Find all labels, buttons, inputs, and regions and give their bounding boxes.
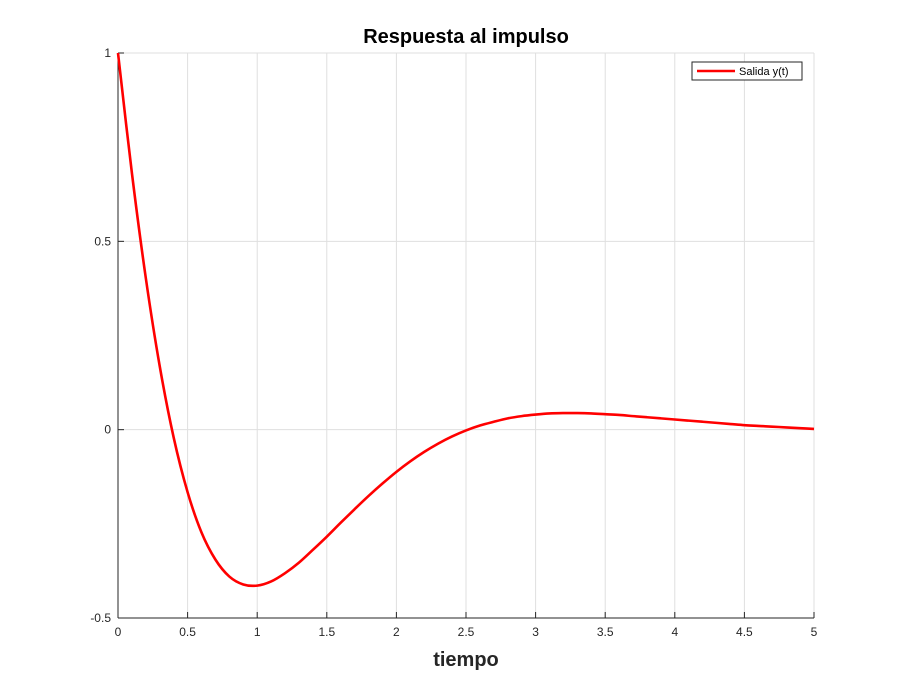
legend-box <box>691 61 803 81</box>
series-line <box>116 52 815 588</box>
x-tick-label: 1.5 <box>318 625 335 639</box>
x-tick-label: 3 <box>532 625 539 639</box>
legend-label: Salida y(t) <box>739 66 789 78</box>
axes <box>117 52 815 619</box>
x-tick-label: 4 <box>671 625 678 639</box>
y-tick-label: 1 <box>104 46 111 60</box>
y-tick-label: 0 <box>104 423 111 437</box>
x-tick-label: 3.5 <box>597 625 614 639</box>
tick-labels: 0 0.5 1 1.5 2 2.5 3 3.5 4 4.5 5 -0.5 0 0.5 1 <box>90 46 817 639</box>
y-tick-label: 0.5 <box>94 234 111 248</box>
chart-title: Respuesta al impulso <box>363 26 569 48</box>
series-group <box>116 52 815 588</box>
x-tick-label: 4.5 <box>736 625 753 639</box>
x-tick-label: 0.5 <box>179 625 196 639</box>
y-tick-label: -0.5 <box>90 611 111 625</box>
x-tick-label: 0 <box>115 625 122 639</box>
x-axis-label: tiempo <box>433 649 499 671</box>
legend: Salida y(t) <box>691 61 803 81</box>
x-tick-label: 2 <box>393 625 400 639</box>
x-tick-label: 2.5 <box>458 625 475 639</box>
x-tick-label: 5 <box>811 625 818 639</box>
grid <box>117 52 815 619</box>
x-tick-label: 1 <box>254 625 261 639</box>
